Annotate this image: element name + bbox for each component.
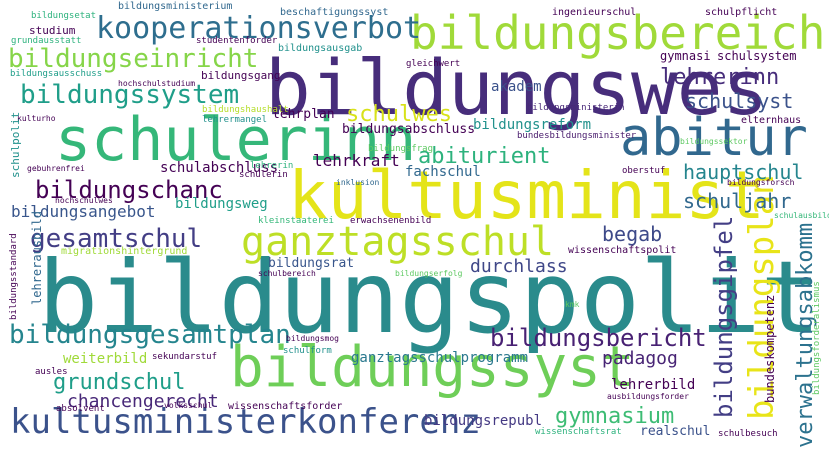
word-hochschulwes: hochschulwes xyxy=(55,196,113,205)
word-bildungsstandard: bildungsstandard xyxy=(9,233,19,320)
word-realschul: realschul xyxy=(640,424,711,439)
word-bildungsausschuss: bildungsausschuss xyxy=(10,69,103,79)
word-schulpflicht: schulpflicht xyxy=(705,7,778,18)
word-weiterbild: weiterbild xyxy=(63,351,148,367)
word-begab: begab xyxy=(602,222,663,246)
word-gleichwert: gleichwert xyxy=(406,59,461,69)
word-gebuhrenfrei: gebuhrenfrei xyxy=(27,164,85,173)
word-chancengerecht: chancengerecht xyxy=(67,391,219,412)
word-bildungsangebot: bildungsangebot xyxy=(11,202,156,221)
word-schulsyst: schulsyst xyxy=(685,89,794,113)
word-bildungswes: bildungswes xyxy=(265,43,769,132)
word-oberstuf: oberstuf xyxy=(622,166,666,176)
word-lehrerin: lehrerin xyxy=(250,161,294,171)
word-lehrermangel: lehrermangel xyxy=(202,115,268,125)
word-bildungsgesamtplan: bildungsgesamtplan xyxy=(9,320,291,350)
word-bildungsreform: bildungsreform xyxy=(473,117,592,133)
word-schulwes: schulwes xyxy=(346,102,452,127)
word-bildungsweg: bildungsweg xyxy=(175,196,268,212)
word-beschaftigungssyst: beschaftigungssyst xyxy=(280,7,389,18)
word-bildungsforderalismus: bildungsforderalismus xyxy=(812,281,822,395)
word-kooperationsverbot: kooperationsverbot xyxy=(96,11,422,46)
word-bildungsrat: bildungsrat xyxy=(268,256,355,271)
word-bildungsgipfel: bildungsgipfel xyxy=(710,215,738,418)
word-schulabschluss: schulabschluss xyxy=(160,160,279,176)
word-bildungsausgab: bildungsausgab xyxy=(278,43,363,54)
word-absolvent: absolvent xyxy=(56,404,105,414)
word-schulbereich: schulbereich xyxy=(258,269,316,278)
word-kleinstaaterei: kleinstaaterei xyxy=(258,216,334,226)
word-lehrplan: lehrplan xyxy=(272,107,335,122)
word-kultusministerkonferenz: kultusministerkonferenz xyxy=(10,402,481,442)
word-lehrerausbild: lehrerausbild xyxy=(30,211,44,305)
word-kultusminist: kultusminist xyxy=(288,157,765,234)
word-wissenschaftspolit: wissenschaftspolit xyxy=(568,245,677,256)
word-bildungshaushalt: bildungshaushalt xyxy=(202,105,289,115)
word-studentenforder: studentenforder xyxy=(196,36,278,46)
word-schulsystem: schulsystem xyxy=(717,49,797,63)
word-bundeskompetenz: bundeskompetenz xyxy=(763,294,777,403)
word-bildungsministerin: bildungsministerin xyxy=(527,103,625,113)
word-elternhaus: elternhaus xyxy=(741,115,802,126)
word-migrationshintergrund: migrationshintergrund xyxy=(61,246,188,257)
word-bildungsforsch: bildungsforsch xyxy=(727,178,795,187)
word-sekundarstuf: sekundarstuf xyxy=(152,352,218,362)
word-volksschul: volksschul xyxy=(164,401,213,410)
word-schuljahr: schuljahr xyxy=(683,189,792,213)
word-padagog: padagog xyxy=(602,348,678,369)
word-gesamtschul: gesamtschul xyxy=(30,224,203,254)
word-lehrerinn: lehrerinn xyxy=(660,65,780,90)
word-lehrerbild: lehrerbild xyxy=(611,377,696,393)
word-hauptschul: hauptschul xyxy=(683,160,804,184)
word-fachschul: fachschul xyxy=(405,164,481,180)
word-bildungsabschluss: bildungsabschluss xyxy=(342,122,476,137)
word-abitur: abitur xyxy=(620,108,808,168)
word-bildungsgang: bildungsgang xyxy=(201,69,281,82)
word-lehrkraft: lehrkraft xyxy=(313,151,400,170)
word-schulausbild: schulausbild xyxy=(774,211,829,220)
word-bildungschanc: bildungschanc xyxy=(35,176,223,204)
word-akadem: akadem xyxy=(491,79,542,95)
word-bildungsbereich: bildungsbereich xyxy=(410,6,826,60)
word-ausles: ausles xyxy=(35,367,68,377)
word-bundesbildungsminister: bundesbildungsminister xyxy=(517,131,637,141)
word-schulerinn: schulerinn xyxy=(55,105,417,175)
word-gymnasi: gymnasi xyxy=(660,49,711,63)
word-schulbesuch: schulbesuch xyxy=(718,429,778,439)
word-grundschul: grundschul xyxy=(53,370,186,395)
word-bildungseinricht: bildungseinricht xyxy=(8,44,259,74)
word-ausbildungsforder: ausbildungsforder xyxy=(607,392,689,401)
word-wissenschaftsforder: wissenschaftsforder xyxy=(228,401,343,412)
word-abiturient: abiturient xyxy=(418,144,551,169)
word-bildungssystem: bildungssystem xyxy=(20,80,240,110)
word-bildungsfrag: bildungsfrag xyxy=(368,144,434,154)
word-bildungssyst: bildungssyst xyxy=(230,335,635,400)
word-bildungsmog: bildungsmog xyxy=(286,334,339,343)
word-studium: studium xyxy=(29,24,76,37)
word-schulform: schulform xyxy=(283,346,332,356)
word-bildungserfolg: bildungserfolg xyxy=(395,269,463,278)
word-wissenschaftsrat: wissenschaftsrat xyxy=(535,427,622,437)
word-bildungsrepubl: bildungsrepubl xyxy=(424,413,543,429)
word-gymnasium: gymnasium xyxy=(555,404,675,429)
word-kulturho: kulturho xyxy=(17,114,56,123)
word-ingenieurschul: ingenieurschul xyxy=(552,7,637,18)
word-grundausstatt: grundausstatt xyxy=(11,36,82,46)
word-kmk: kmk xyxy=(565,300,580,309)
word-ganztagsschul: ganztagsschul xyxy=(241,219,555,265)
word-schulpolit: schulpolit xyxy=(9,111,22,178)
word-bildungssektor: bildungssektor xyxy=(680,137,748,146)
word-erwachsenenbild: erwachsenenbild xyxy=(350,216,432,226)
word-ganztagsschulprogramm: ganztagsschulprogramm xyxy=(351,350,529,366)
word-bildungsetat: bildungsetat xyxy=(31,11,97,21)
word-inklusion: inklusion xyxy=(336,178,380,187)
word-bildungspolit: bildungspolit xyxy=(38,239,821,356)
word-hochschulstudium: hochschulstudium xyxy=(118,79,196,88)
word-bildungsbericht: bildungsbericht xyxy=(490,324,707,352)
word-schulerin: schulerin xyxy=(239,170,288,180)
word-bildungsministerium: bildungsministerium xyxy=(118,1,233,12)
word-durchlass: durchlass xyxy=(470,256,568,277)
